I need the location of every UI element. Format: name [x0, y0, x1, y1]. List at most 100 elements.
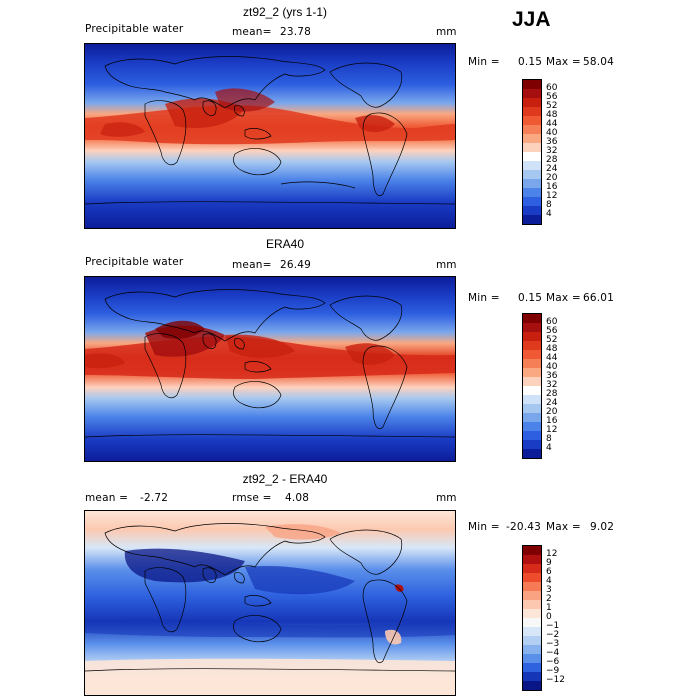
panel-3-min-label: Min =: [468, 521, 500, 533]
colorbar-tick-label: −3: [546, 639, 560, 649]
colorbar-tick-label: 48: [546, 110, 558, 120]
colorbar-swatch: [523, 80, 541, 89]
panel-3-colorbar-ticks: 12 9 6 4 3 2 1 0 −1 −2 −3 −4 −6 −9 −12: [522, 545, 602, 691]
panel-3-map-svg: [85, 511, 455, 695]
colorbar-tick-label: 48: [546, 344, 558, 354]
panel-2-min-label: Min =: [468, 292, 500, 304]
colorbar-swatch: [523, 206, 541, 215]
colorbar-tick-label: 60: [546, 317, 558, 327]
colorbar-swatch: [523, 573, 541, 582]
panel-1-min-value: 0.15: [518, 56, 543, 68]
colorbar-tick-label: 16: [546, 182, 558, 192]
colorbar-swatch: [523, 134, 541, 143]
colorbar-tick-label: 3: [546, 585, 552, 595]
colorbar-tick-label: 36: [546, 371, 558, 381]
colorbar-swatch: [523, 645, 541, 654]
panel-2-max-value: 66.01: [583, 292, 615, 304]
colorbar-swatch: [523, 546, 541, 555]
colorbar-swatch: [523, 377, 541, 386]
colorbar-swatch: [523, 188, 541, 197]
colorbar-tick-label: 12: [546, 191, 558, 201]
colorbar-tick-label: 24: [546, 164, 558, 174]
colorbar-swatch: [523, 98, 541, 107]
colorbar-swatch: [523, 600, 541, 609]
panel-1-min-label: Min =: [468, 56, 500, 68]
colorbar-swatch: [523, 654, 541, 663]
panel-1-map-svg: [85, 44, 455, 228]
colorbar-tick-label: 56: [546, 92, 558, 102]
colorbar-swatch: [523, 609, 541, 618]
colorbar-tick-label: 60: [546, 83, 558, 93]
colorbar-tick-label: 36: [546, 137, 558, 147]
colorbar-swatch: [523, 125, 541, 134]
colorbar-swatch: [523, 636, 541, 645]
colorbar-tick-label: −6: [546, 657, 560, 667]
colorbar-tick-label: 28: [546, 389, 558, 399]
colorbar-swatch: [523, 350, 541, 359]
colorbar-tick-label: 20: [546, 173, 558, 183]
panel-3-max-value: 9.02: [590, 521, 615, 533]
panel-3-units: mm: [436, 492, 457, 504]
colorbar-swatch: [523, 582, 541, 591]
colorbar-tick-label: 4: [546, 209, 552, 219]
colorbar-tick-label: 2: [546, 594, 552, 604]
colorbar-tick-label: −2: [546, 630, 560, 640]
panel-3-max-label: Max =: [546, 521, 581, 533]
colorbar-tick-label: 20: [546, 407, 558, 417]
colorbar-swatch: [523, 170, 541, 179]
colorbar-tick-label: 52: [546, 335, 558, 345]
colorbar-swatch: [523, 368, 541, 377]
colorbar-tick-label: −12: [546, 675, 565, 685]
colorbar-tick-label: 12: [546, 549, 558, 559]
panel-2-variable: Precipitable water: [85, 256, 184, 268]
colorbar-swatch: [523, 431, 541, 440]
colorbar-swatch: [523, 395, 541, 404]
colorbar-swatch: [523, 681, 541, 690]
colorbar-tick-label: 8: [546, 200, 552, 210]
colorbar-tick-label: 44: [546, 353, 558, 363]
season-label: JJA: [512, 8, 551, 31]
colorbar-tick-label: 52: [546, 101, 558, 111]
panel-2-units: mm: [436, 259, 457, 271]
colorbar-tick-label: 4: [546, 576, 552, 586]
colorbar-swatch: [523, 386, 541, 395]
colorbar-swatch: [523, 179, 541, 188]
panel-2-min-value: 0.15: [518, 292, 543, 304]
colorbar-swatch: [523, 618, 541, 627]
colorbar-tick-label: 1: [546, 603, 552, 613]
colorbar-tick-label: 4: [546, 443, 552, 453]
colorbar-swatch: [523, 107, 541, 116]
colorbar-swatch: [523, 449, 541, 458]
colorbar-swatch: [523, 672, 541, 681]
panel-3-title: zt92_2 - ERA40: [242, 472, 328, 486]
panel-1-mean-label: mean=: [232, 26, 272, 38]
colorbar-swatch: [523, 89, 541, 98]
colorbar-tick-label: 0: [546, 612, 552, 622]
colorbar-tick-label: 40: [546, 362, 558, 372]
colorbar-tick-label: 28: [546, 155, 558, 165]
colorbar-swatch: [523, 591, 541, 600]
colorbar-tick-label: 8: [546, 434, 552, 444]
colorbar-swatch: [523, 663, 541, 672]
panel-3-map: [84, 510, 456, 696]
colorbar-tick-label: 32: [546, 146, 558, 156]
colorbar-swatch: [523, 152, 541, 161]
panel-2-mean-value: 26.49: [280, 259, 312, 271]
panel-3-rmse-label: rmse =: [232, 492, 272, 504]
panel-1-map: [84, 43, 456, 229]
colorbar-swatch: [523, 404, 541, 413]
colorbar-swatch: [523, 422, 541, 431]
panel-2-title: ERA40: [265, 237, 305, 251]
colorbar-swatch: [523, 215, 541, 224]
panel-3-colorbar: [522, 545, 542, 691]
panel-2-map: [84, 276, 456, 462]
panel-2-mean-label: mean=: [232, 259, 272, 271]
colorbar-tick-label: 24: [546, 398, 558, 408]
colorbar-swatch: [523, 197, 541, 206]
colorbar-swatch: [523, 564, 541, 573]
colorbar-swatch: [523, 161, 541, 170]
panel-2-colorbar: [522, 313, 542, 459]
colorbar-tick-label: −9: [546, 666, 560, 676]
panel-2-map-svg: [85, 277, 455, 461]
